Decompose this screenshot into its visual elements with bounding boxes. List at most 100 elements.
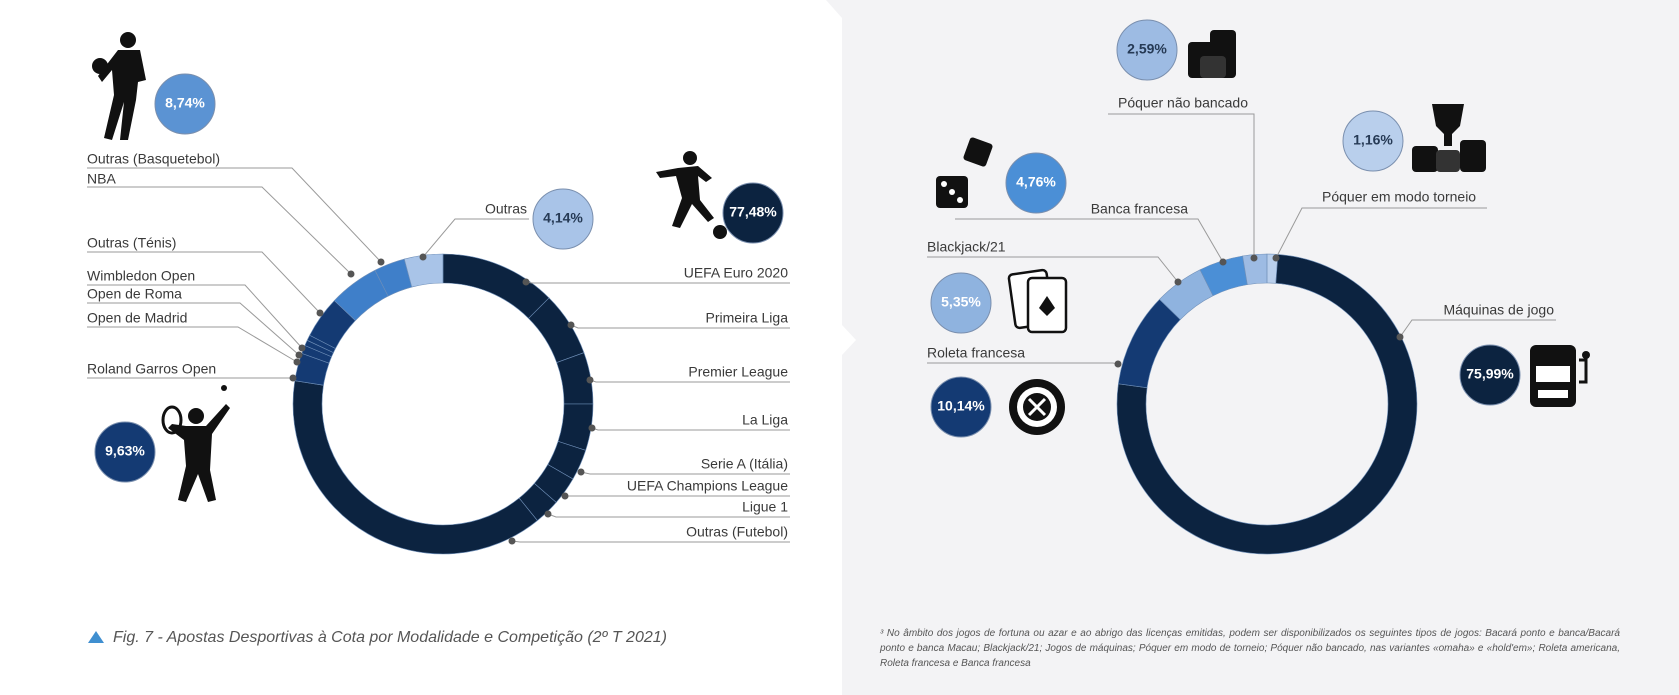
leader-line (525, 281, 790, 284)
leader-line (1275, 207, 1487, 259)
leader-line (591, 427, 790, 431)
segment-label: Outras (Ténis) (87, 235, 176, 251)
segment-label: Premier League (688, 364, 788, 380)
leader-line (87, 186, 352, 275)
value-badge (930, 376, 992, 438)
value-label: 10,14% (937, 398, 985, 414)
leader-dot (544, 510, 552, 518)
segment-label: Outras (Futebol) (686, 524, 788, 540)
caption: Fig. 7 - Apostas Desportivas à Cota por … (113, 629, 667, 646)
segment-label: Outras (Basquetebol) (87, 151, 220, 167)
leader-line (955, 218, 1224, 263)
donut-segment (442, 253, 550, 319)
leader-dot (295, 351, 303, 359)
chips-icon (1188, 30, 1236, 78)
trophy-icon (1412, 104, 1486, 172)
segment-label: NBA (87, 171, 116, 187)
leader-dot (289, 374, 297, 382)
basketball-player-icon (92, 32, 146, 140)
leader-dot (567, 321, 575, 329)
leader-dot (1250, 254, 1258, 262)
value-badge (930, 272, 992, 334)
leader-dot (1114, 360, 1122, 368)
leader-dot (298, 344, 306, 352)
leader-line (87, 251, 321, 314)
segment-label: Roland Garros Open (87, 361, 216, 377)
value-badge (722, 182, 784, 244)
segment-label: UEFA Euro 2020 (684, 265, 789, 281)
leader-dot (586, 376, 594, 384)
leader-line (589, 379, 790, 383)
segment-label: Póquer não bancado (1118, 95, 1248, 111)
segment-label: Banca francesa (1091, 201, 1188, 217)
leader-line (511, 540, 790, 543)
leader-dot (347, 270, 355, 278)
leader-dot (1174, 278, 1182, 286)
segment-label: Open de Roma (87, 286, 182, 302)
segment-label: UEFA Champions League (627, 478, 788, 494)
donut-segment (292, 380, 538, 555)
footnote: ³ No âmbito dos jogos de fortuna ou azar… (880, 628, 1620, 669)
leader-dot (1272, 254, 1280, 262)
leader-dot (577, 468, 585, 476)
segment-label: Open de Madrid (87, 310, 187, 326)
slot-machine-icon (1530, 345, 1590, 407)
value-label: 4,14% (543, 210, 583, 226)
value-badge (1459, 344, 1521, 406)
leader-dot (588, 424, 596, 432)
segment-label: Ligue 1 (742, 499, 788, 515)
leader-dot (377, 258, 385, 266)
leader-line (422, 218, 529, 258)
value-badge (1342, 110, 1404, 172)
value-badge (154, 73, 216, 135)
segment-label: Póquer em modo torneio (1322, 189, 1476, 205)
dice-icon (936, 137, 993, 208)
leader-line (87, 167, 382, 263)
leader-line (1108, 113, 1255, 258)
leader-line (927, 256, 1179, 283)
value-badge (1005, 152, 1067, 214)
value-label: 9,63% (105, 443, 145, 459)
leader-dot (419, 253, 427, 261)
leader-dot (508, 537, 516, 545)
value-label: 2,59% (1127, 41, 1167, 57)
value-badge (94, 421, 156, 483)
tennis-player-icon (161, 385, 230, 502)
leader-dot (293, 358, 301, 366)
caption-marker (88, 631, 104, 643)
value-label: 1,16% (1353, 132, 1393, 148)
value-label: 77,48% (729, 204, 777, 220)
leader-dot (1219, 258, 1227, 266)
value-label: 75,99% (1466, 366, 1514, 382)
segment-label: Serie A (Itália) (701, 456, 788, 472)
segment-label: La Liga (742, 412, 788, 428)
value-label: 8,74% (165, 95, 205, 111)
football-player-icon (656, 151, 727, 239)
value-label: 5,35% (941, 294, 981, 310)
leader-line (87, 284, 303, 349)
donut-segment (1242, 253, 1268, 285)
leader-dot (1396, 333, 1404, 341)
value-badge (532, 188, 594, 250)
segment-label: Outras (485, 201, 527, 217)
leader-dot (316, 309, 324, 317)
segment-label: Roleta francesa (927, 345, 1025, 361)
leader-line (580, 471, 790, 475)
leader-line (87, 326, 298, 363)
segment-label: Blackjack/21 (927, 239, 1006, 255)
segment-label: Máquinas de jogo (1443, 302, 1554, 318)
donut-segment (403, 253, 444, 288)
leader-dot (561, 492, 569, 500)
value-badge (1116, 19, 1178, 81)
leader-line (87, 302, 300, 356)
donut-segment (1116, 254, 1418, 555)
leader-dot (522, 278, 530, 286)
value-label: 4,76% (1016, 174, 1056, 190)
cards-icon (1007, 268, 1068, 334)
leader-line (1399, 319, 1556, 338)
segment-label: Wimbledon Open (87, 268, 195, 284)
roulette-icon (1009, 379, 1065, 435)
segment-label: Primeira Liga (706, 310, 789, 326)
